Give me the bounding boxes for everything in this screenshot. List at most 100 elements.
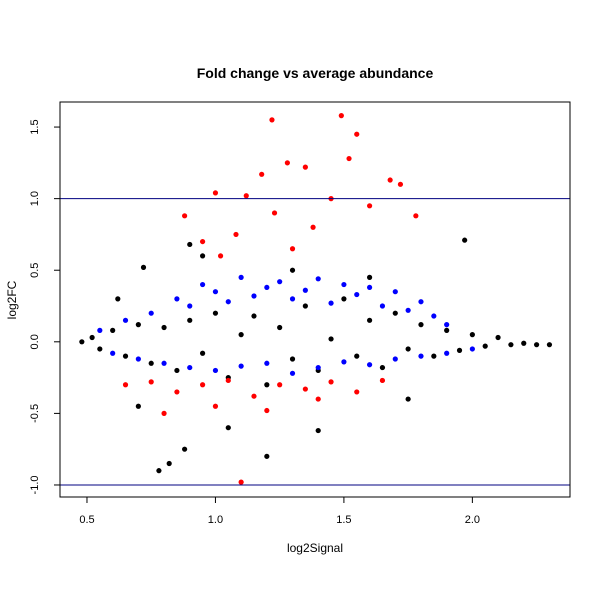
point xyxy=(110,350,116,356)
point xyxy=(243,193,249,199)
x-tick-label: 2.0 xyxy=(465,514,480,526)
point xyxy=(341,359,347,365)
point xyxy=(199,350,206,356)
point xyxy=(264,360,270,366)
point xyxy=(405,307,411,313)
point xyxy=(413,213,419,219)
point xyxy=(97,327,103,333)
point xyxy=(379,303,386,309)
point xyxy=(289,267,296,273)
point xyxy=(233,231,239,238)
point xyxy=(392,356,398,362)
point xyxy=(397,181,404,187)
point xyxy=(89,334,95,341)
x-tick-label: 1.0 xyxy=(208,514,223,526)
y-tick-label: -0.5 xyxy=(29,404,41,423)
point xyxy=(302,164,308,170)
point xyxy=(264,453,270,459)
point xyxy=(161,410,167,416)
point xyxy=(79,339,85,345)
point xyxy=(482,343,488,349)
point xyxy=(431,353,437,359)
point xyxy=(418,322,424,328)
point xyxy=(546,342,553,348)
point xyxy=(277,324,283,331)
point xyxy=(212,190,219,196)
point xyxy=(187,364,193,371)
point xyxy=(199,281,206,288)
point xyxy=(238,332,244,338)
point xyxy=(187,241,193,248)
point xyxy=(97,346,103,352)
point xyxy=(277,279,283,285)
point xyxy=(122,382,129,388)
point xyxy=(110,327,116,333)
point xyxy=(469,332,475,338)
point xyxy=(302,386,308,392)
point xyxy=(174,389,180,395)
point xyxy=(251,393,257,399)
point xyxy=(533,342,540,348)
point xyxy=(135,403,141,409)
y-tick-label: 1.5 xyxy=(29,119,41,134)
point xyxy=(418,299,424,305)
x-tick-label: 0.5 xyxy=(79,514,94,526)
point xyxy=(122,317,129,323)
point xyxy=(212,289,219,295)
point xyxy=(251,293,257,299)
x-axis-label: log2Signal xyxy=(287,541,343,555)
point xyxy=(315,276,321,282)
point xyxy=(366,362,373,368)
point xyxy=(328,336,334,342)
point xyxy=(315,396,321,402)
point xyxy=(182,446,188,452)
point xyxy=(354,389,360,395)
point xyxy=(379,364,386,371)
point xyxy=(217,253,224,259)
point xyxy=(495,334,501,341)
point xyxy=(289,246,296,252)
point xyxy=(135,322,141,328)
point xyxy=(199,238,206,245)
point xyxy=(225,299,231,305)
point xyxy=(366,284,373,291)
point xyxy=(174,367,180,374)
point xyxy=(289,296,296,302)
point xyxy=(289,370,296,376)
point xyxy=(212,310,219,316)
point xyxy=(187,317,193,323)
point xyxy=(161,360,167,366)
point xyxy=(315,427,321,434)
point xyxy=(354,291,360,298)
point xyxy=(284,160,290,166)
point xyxy=(444,327,450,333)
point xyxy=(161,324,167,331)
point xyxy=(264,284,270,291)
point xyxy=(259,171,265,177)
point xyxy=(310,224,316,230)
point xyxy=(148,379,154,385)
point xyxy=(166,460,172,467)
point xyxy=(366,317,373,323)
y-tick-label: 0.0 xyxy=(29,334,41,349)
point xyxy=(508,342,514,348)
point xyxy=(135,356,141,362)
point xyxy=(187,303,193,309)
point xyxy=(444,350,450,356)
point xyxy=(315,364,321,371)
point xyxy=(431,313,437,319)
point xyxy=(148,360,154,366)
point xyxy=(238,479,244,485)
point xyxy=(354,131,360,137)
point xyxy=(148,310,154,316)
point xyxy=(405,396,411,402)
y-tick-label: -1.0 xyxy=(29,475,41,494)
point xyxy=(346,155,352,162)
point xyxy=(341,296,347,302)
point xyxy=(277,382,283,388)
point xyxy=(469,346,475,352)
point xyxy=(225,377,231,384)
point xyxy=(354,353,360,359)
